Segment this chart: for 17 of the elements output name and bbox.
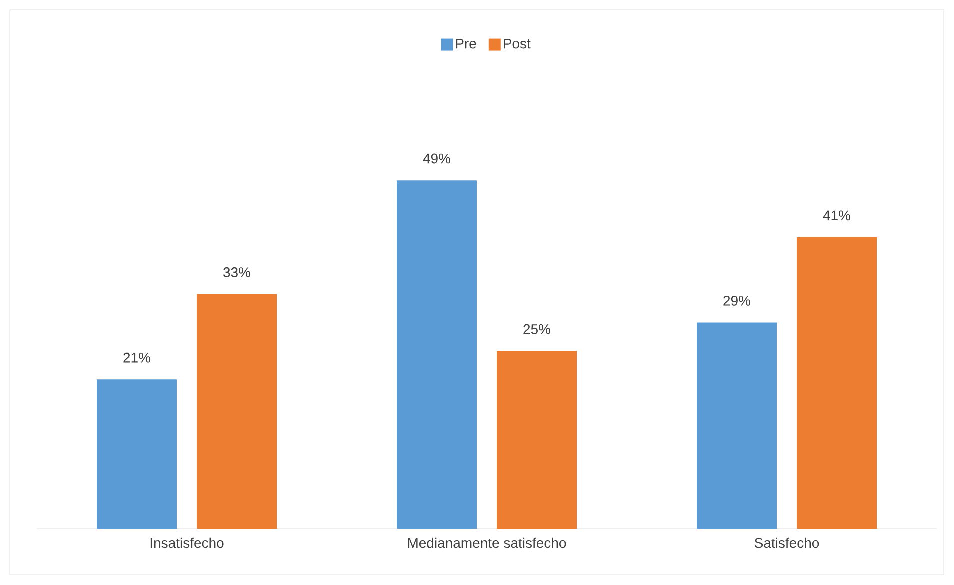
bar — [797, 237, 877, 529]
bar — [697, 322, 777, 529]
data-label: 25% — [524, 324, 551, 334]
bar — [97, 380, 178, 529]
data-label: 49% — [423, 154, 451, 164]
data-label: 21% — [124, 352, 151, 363]
bar — [197, 294, 278, 529]
legend-label: Post — [504, 38, 531, 49]
data-label: 33% — [224, 268, 251, 278]
data-label: 41% — [823, 210, 851, 221]
data-label: 29% — [724, 296, 751, 306]
x-tick-label: Satisfecho — [754, 538, 820, 548]
bar — [397, 180, 478, 529]
legend-label: Pre — [456, 38, 476, 49]
x-tick-label: Insatisfecho — [150, 538, 224, 548]
bar — [497, 351, 578, 529]
x-tick-label: Medianamente satisfecho — [408, 538, 566, 548]
